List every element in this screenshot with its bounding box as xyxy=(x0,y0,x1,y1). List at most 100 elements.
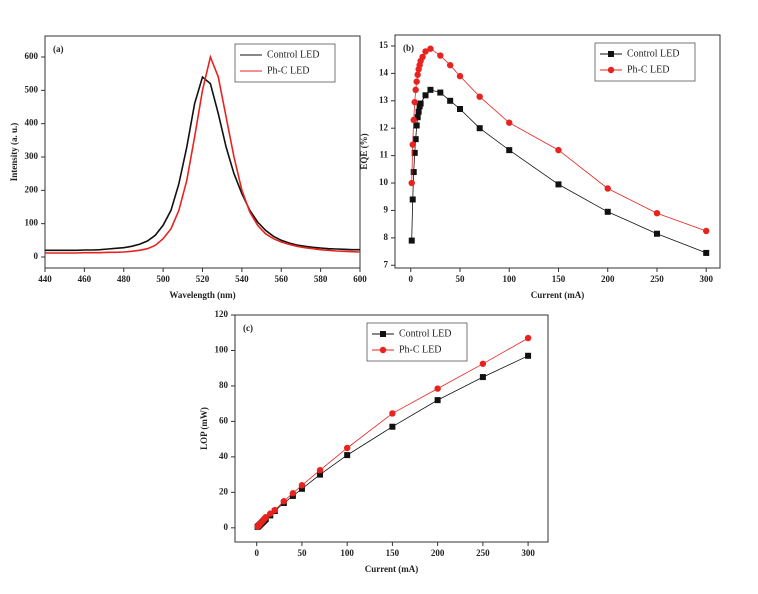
y-tick-label: 600 xyxy=(25,51,39,61)
data-point xyxy=(506,147,513,154)
data-point xyxy=(457,106,463,113)
data-point xyxy=(417,100,424,107)
data-point xyxy=(414,114,421,121)
y-tick-label: 80 xyxy=(219,380,229,390)
data-point xyxy=(456,72,464,80)
data-point xyxy=(411,98,418,106)
data-point xyxy=(415,108,422,115)
data-point xyxy=(271,506,279,514)
data-point xyxy=(280,498,288,505)
data-point xyxy=(422,48,429,55)
data-point xyxy=(437,89,444,96)
data-point xyxy=(476,125,483,132)
legend-label: Control LED xyxy=(627,48,680,59)
y-tick-label: 12 xyxy=(379,122,389,132)
data-point xyxy=(703,249,710,256)
x-axis-label: Current (mA) xyxy=(365,564,419,574)
data-point xyxy=(419,53,426,61)
data-point xyxy=(434,397,441,404)
y-tick-label: 500 xyxy=(25,84,39,94)
data-point xyxy=(604,185,611,192)
data-point xyxy=(525,352,532,359)
x-axis-label: Wavelength (nm) xyxy=(169,290,235,300)
y-tick-label: 40 xyxy=(219,451,229,461)
x-tick-label: 560 xyxy=(275,274,289,284)
x-tick-label: 150 xyxy=(552,274,566,284)
x-tick-label: 250 xyxy=(650,274,664,284)
x-tick-label: 200 xyxy=(431,548,445,558)
x-tick-label: 200 xyxy=(601,274,615,284)
series-line xyxy=(45,54,361,254)
y-tick-label: 300 xyxy=(25,151,39,161)
data-point xyxy=(422,92,429,99)
data-point xyxy=(410,169,417,176)
y-tick-label: 100 xyxy=(25,218,39,228)
x-tick-label: 50 xyxy=(297,548,307,558)
data-point xyxy=(343,444,351,452)
legend-marker xyxy=(379,346,387,354)
panel-label: (b) xyxy=(403,43,414,53)
y-tick-label: 8 xyxy=(384,232,389,242)
x-tick-label: 150 xyxy=(386,548,400,558)
data-point xyxy=(437,52,444,59)
legend-label: Ph-C LED xyxy=(399,344,442,355)
plot-frame xyxy=(234,314,549,543)
x-tick-label: 0 xyxy=(409,274,414,284)
x-tick-label: 300 xyxy=(521,548,535,558)
series-line xyxy=(411,89,707,254)
y-tick-label: 200 xyxy=(25,184,39,194)
data-point xyxy=(427,45,434,52)
y-tick-label: 20 xyxy=(219,486,229,496)
data-point xyxy=(262,513,269,521)
data-point xyxy=(316,466,324,474)
data-point xyxy=(703,227,710,235)
data-point xyxy=(317,471,324,478)
x-tick-label: 440 xyxy=(38,274,52,284)
x-tick-label: 520 xyxy=(196,274,210,284)
data-point xyxy=(298,482,306,489)
y-tick-label: 400 xyxy=(25,118,39,128)
x-tick-label: 500 xyxy=(156,274,170,284)
x-axis-label: Current (mA) xyxy=(531,290,585,300)
data-point xyxy=(409,141,416,148)
series-line xyxy=(257,337,529,527)
data-point xyxy=(409,196,416,203)
y-tick-label: 60 xyxy=(219,415,229,425)
data-point xyxy=(414,71,421,78)
x-tick-label: 50 xyxy=(456,274,466,284)
data-point xyxy=(479,374,486,381)
legend-box xyxy=(366,322,468,362)
data-point xyxy=(653,230,660,237)
y-tick-label: 9 xyxy=(384,204,389,214)
data-point xyxy=(412,136,419,143)
y-tick-label: 120 xyxy=(215,309,229,319)
data-point xyxy=(410,116,417,124)
y-tick-label: 10 xyxy=(379,177,389,187)
legend-box xyxy=(234,43,336,83)
data-point xyxy=(412,86,419,94)
series-line xyxy=(45,75,360,252)
y-tick-label: 100 xyxy=(215,345,229,355)
y-tick-label: 11 xyxy=(379,150,388,160)
data-point xyxy=(446,61,454,69)
data-point xyxy=(604,208,611,215)
plot-frame xyxy=(394,34,721,269)
legend-marker xyxy=(607,66,615,74)
data-point xyxy=(408,179,415,187)
y-tick-label: 0 xyxy=(224,522,229,532)
panel-label: (a) xyxy=(53,44,64,54)
legend-label: Control LED xyxy=(267,49,320,60)
legend-label: Ph-C LED xyxy=(627,64,670,75)
panel-label: (c) xyxy=(243,323,253,333)
data-point xyxy=(524,334,532,342)
data-point xyxy=(289,490,297,497)
x-tick-label: 0 xyxy=(254,548,259,558)
data-point xyxy=(506,119,513,126)
x-tick-label: 300 xyxy=(699,274,713,284)
data-point xyxy=(298,485,305,492)
x-tick-label: 100 xyxy=(502,274,516,284)
x-tick-label: 540 xyxy=(235,274,249,284)
x-tick-label: 480 xyxy=(117,274,131,284)
y-tick-label: 7 xyxy=(384,259,389,269)
